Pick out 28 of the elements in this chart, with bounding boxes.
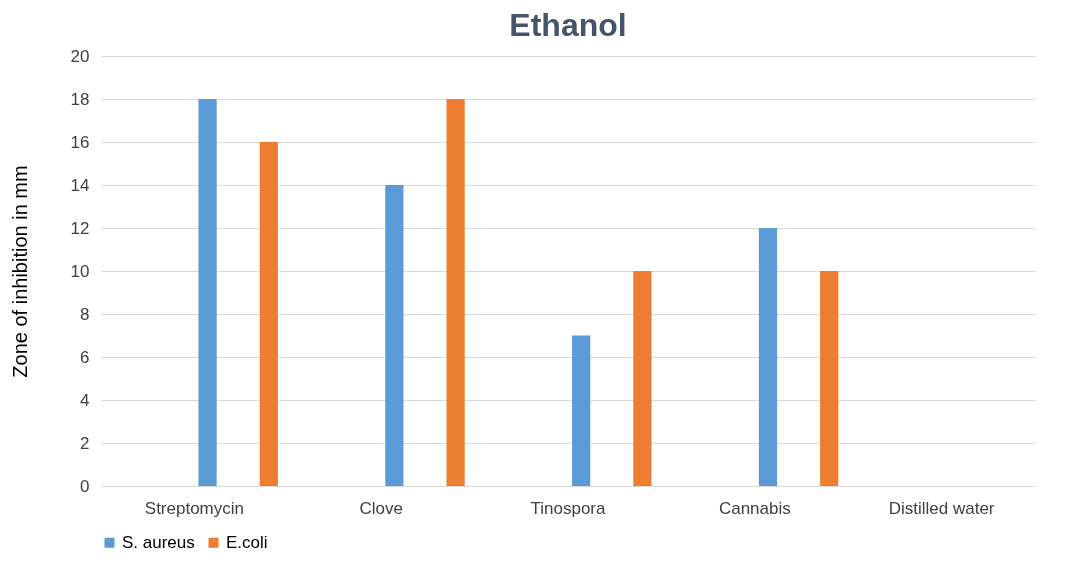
y-tick-label: 12: [70, 218, 90, 238]
y-tick-label: 0: [80, 476, 90, 496]
bar: [758, 228, 778, 486]
x-tick-label: Streptomycin: [144, 498, 244, 518]
bar: [198, 99, 217, 486]
bar: [820, 271, 839, 486]
y-tick-label: 16: [70, 132, 90, 152]
y-tick-label: 18: [70, 89, 90, 109]
bar: [259, 142, 278, 486]
bar: [385, 185, 404, 486]
y-tick-label: 2: [80, 433, 90, 453]
bar: [633, 271, 652, 486]
y-tick-label: 14: [70, 175, 90, 195]
bar: [572, 335, 591, 486]
y-tick-label: 10: [70, 261, 90, 281]
y-axis-title: Zone of inhibition in mm: [8, 165, 31, 378]
y-tick-label: 20: [70, 46, 90, 66]
y-tick-label: 4: [80, 390, 90, 410]
x-tick-label: Distilled water: [888, 498, 995, 518]
x-tick-label: Tinospora: [530, 498, 607, 518]
y-tick-label: 6: [80, 347, 90, 367]
chart-title: Ethanol: [509, 7, 627, 43]
x-tick-label: Cannabis: [718, 498, 791, 518]
bar: [446, 99, 465, 486]
y-tick-label: 8: [80, 304, 90, 324]
legend-label: S. aureus: [122, 532, 195, 552]
x-tick-label: Clove: [359, 498, 403, 518]
legend-label: E.coli: [226, 532, 268, 552]
